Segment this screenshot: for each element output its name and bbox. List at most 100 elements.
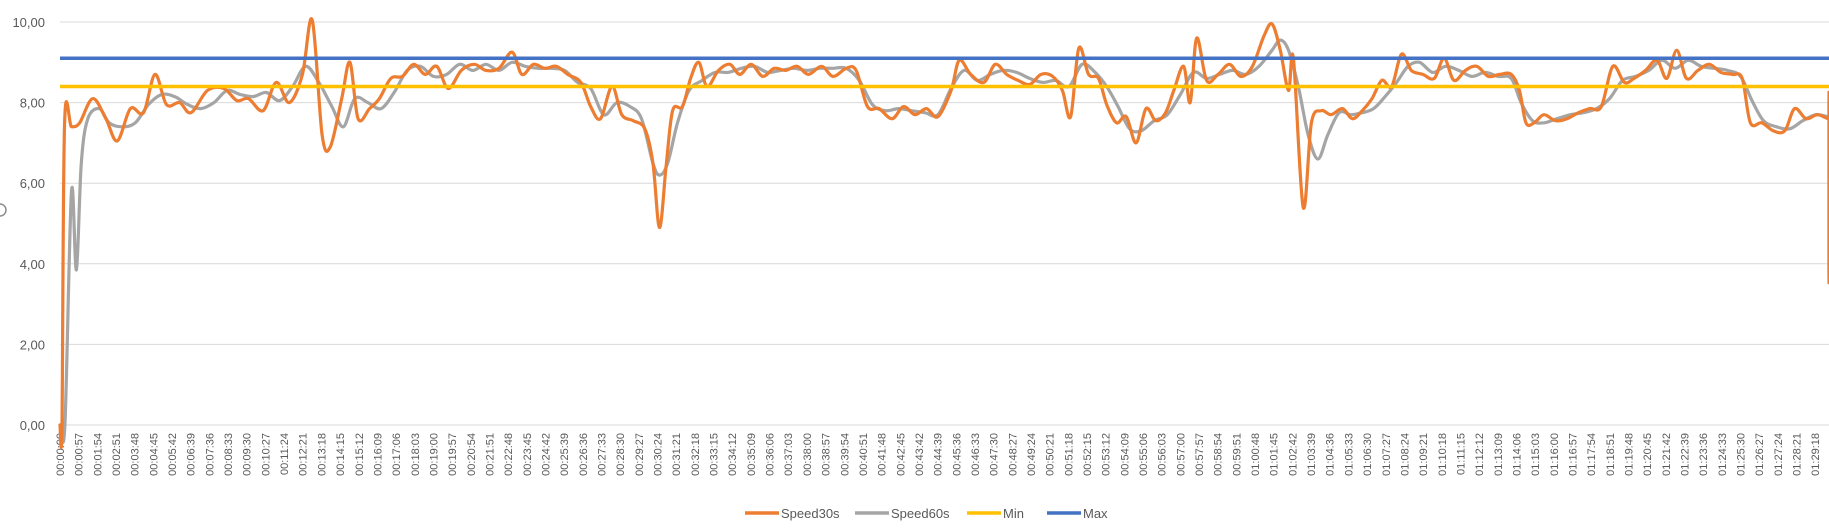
x-tick-label: 01:07:27 (1381, 433, 1393, 476)
gridlines (60, 21, 1829, 426)
x-tick-label: 00:21:51 (484, 433, 496, 476)
x-tick-label: 00:19:00 (428, 433, 440, 476)
x-tick-label: 00:54:09 (1119, 433, 1131, 476)
x-tick-label: 00:46:33 (970, 433, 982, 476)
x-tick-label: 01:24:33 (1717, 433, 1729, 476)
x-tick-label: 00:58:54 (1213, 433, 1225, 476)
x-tick-label: 00:02:51 (111, 433, 123, 476)
x-tick-label: 00:30:24 (653, 433, 665, 476)
x-tick-label: 00:50:21 (1045, 433, 1057, 476)
x-tick-label: 00:01:54 (92, 433, 104, 476)
x-tick-label: 00:07:36 (204, 433, 216, 476)
x-tick-label: 00:26:36 (578, 433, 590, 476)
x-tick-label: 00:05:42 (167, 433, 179, 476)
x-tick-label: 00:12:21 (298, 433, 310, 476)
x-tick-label: 01:05:33 (1343, 433, 1355, 476)
x-tick-label: 00:18:03 (410, 433, 422, 476)
x-tick-label: 01:13:09 (1493, 433, 1505, 476)
x-tick-label: 00:56:03 (1157, 433, 1169, 476)
x-tick-label: 00:48:27 (1007, 433, 1019, 476)
x-tick-label: 01:18:51 (1605, 433, 1617, 476)
x-tick-label: 00:23:45 (522, 433, 534, 476)
x-tick-label: 00:08:33 (223, 433, 235, 476)
x-tick-label: 00:44:39 (933, 433, 945, 476)
y-tick-label: 10,00 (12, 15, 45, 30)
x-tick-label: 00:57:57 (1194, 433, 1206, 476)
x-tick-label: 00:14:15 (335, 433, 347, 476)
x-tick-label: 01:16:00 (1549, 433, 1561, 476)
x-tick-label: 00:38:57 (821, 433, 833, 476)
x-tick-label: 00:32:18 (690, 433, 702, 476)
x-tick-label: 01:01:45 (1269, 433, 1281, 476)
legend-label-speed60s: Speed60s (891, 506, 950, 521)
x-tick-label: 00:28:30 (615, 433, 627, 476)
legend-label-max: Max (1083, 506, 1108, 521)
x-tick-label: 00:31:21 (671, 433, 683, 476)
x-tick-label: 00:41:48 (877, 433, 889, 476)
x-tick-label: 00:33:15 (709, 433, 721, 476)
x-tick-label: 01:20:45 (1642, 433, 1654, 476)
x-tick-label: 01:27:24 (1773, 433, 1785, 476)
x-tick-label: 01:11:15 (1455, 433, 1467, 475)
x-tick-label: 00:20:54 (466, 433, 478, 476)
x-tick-label: 01:04:36 (1325, 433, 1337, 476)
x-tick-label: 00:43:42 (914, 433, 926, 476)
y-tick-label: 0,00 (20, 418, 45, 433)
y-tick-label: 6,00 (20, 176, 45, 191)
series-speed30s-line (58, 17, 1829, 449)
series-speed60s-line (58, 38, 1829, 444)
x-tick-label: 01:17:54 (1586, 433, 1598, 476)
x-tick-label: 00:37:03 (783, 433, 795, 476)
x-tick-label: 01:28:21 (1792, 433, 1804, 476)
x-tick-label: 00:39:54 (839, 433, 851, 476)
x-tick-label: 00:47:30 (989, 433, 1001, 476)
x-tick-label: 01:21:42 (1661, 433, 1673, 476)
x-tick-label: 01:00:48 (1250, 433, 1262, 476)
x-tick-label: 01:12:12 (1474, 433, 1486, 476)
x-tick-label: 00:52:15 (1082, 433, 1094, 476)
x-tick-label: 00:36:06 (765, 433, 777, 476)
x-tick-label: 00:04:45 (148, 433, 160, 476)
x-tick-label: 01:16:57 (1567, 433, 1579, 476)
x-tick-label: 00:59:51 (1231, 433, 1243, 476)
x-tick-label: 00:25:39 (559, 433, 571, 476)
x-tick-label: 00:03:48 (130, 433, 142, 476)
x-tick-label: 00:16:09 (372, 433, 384, 476)
x-tick-label: 00:06:39 (186, 433, 198, 476)
x-tick-label: 00:17:06 (391, 433, 403, 476)
x-tick-label: 01:10:18 (1437, 433, 1449, 476)
y-tick-label: 2,00 (20, 337, 45, 352)
x-tick-label: 01:26:27 (1754, 433, 1766, 476)
y-axis-tick-labels: 0,00 2,00 4,00 6,00 8,00 10,00 (12, 15, 45, 433)
x-tick-label: 00:49:24 (1026, 433, 1038, 476)
x-tick-label: 00:00:57 (74, 433, 86, 476)
x-tick-label: 00:34:12 (727, 433, 739, 476)
x-tick-label: 00:27:33 (597, 433, 609, 476)
legend-label-min: Min (1003, 506, 1024, 521)
series-lines (58, 17, 1829, 449)
x-tick-label: 01:03:39 (1306, 433, 1318, 476)
x-tick-label: 01:06:30 (1362, 433, 1374, 476)
x-tick-label: 00:35:09 (746, 433, 758, 476)
x-tick-label: 00:13:18 (316, 433, 328, 476)
y-tick-label: 4,00 (20, 257, 45, 272)
x-tick-label: 00:19:57 (447, 433, 459, 476)
legend: Speed30s Speed60s Min Max (745, 506, 1108, 521)
x-tick-label: 00:22:48 (503, 433, 515, 476)
x-tick-label: 00:57:00 (1175, 433, 1187, 476)
x-tick-label: 00:24:42 (540, 433, 552, 476)
x-tick-label: 00:29:27 (634, 433, 646, 476)
x-tick-label: 00:40:51 (858, 433, 870, 476)
x-tick-label: 01:15:03 (1530, 433, 1542, 476)
x-tick-label: 01:08:24 (1399, 433, 1411, 476)
x-tick-label: 00:55:06 (1138, 433, 1150, 476)
x-tick-label: 00:11:24 (279, 433, 291, 475)
x-tick-label: 01:19:48 (1624, 433, 1636, 476)
x-tick-label: 00:51:18 (1063, 433, 1075, 476)
y-tick-label: 8,00 (20, 96, 45, 111)
x-tick-label: 00:15:12 (354, 433, 366, 476)
x-axis-tick-labels: 00:00:00 00:00:57 00:01:54 00:02:51 00:03:48… (55, 433, 1822, 476)
x-tick-label: 00:10:27 (260, 433, 272, 476)
x-tick-label: 01:23:36 (1698, 433, 1710, 476)
